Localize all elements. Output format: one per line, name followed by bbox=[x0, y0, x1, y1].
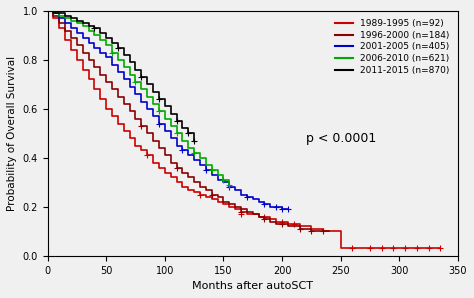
Text: p < 0.0001: p < 0.0001 bbox=[306, 132, 376, 145]
Y-axis label: Probability of Overall Survival: Probability of Overall Survival bbox=[7, 56, 17, 211]
Legend: 1989-1995 (n=92), 1996-2000 (n=184), 2001-2005 (n=405), 2006-2010 (n=621), 2011-: 1989-1995 (n=92), 1996-2000 (n=184), 200… bbox=[331, 15, 453, 78]
X-axis label: Months after autoSCT: Months after autoSCT bbox=[192, 281, 313, 291]
